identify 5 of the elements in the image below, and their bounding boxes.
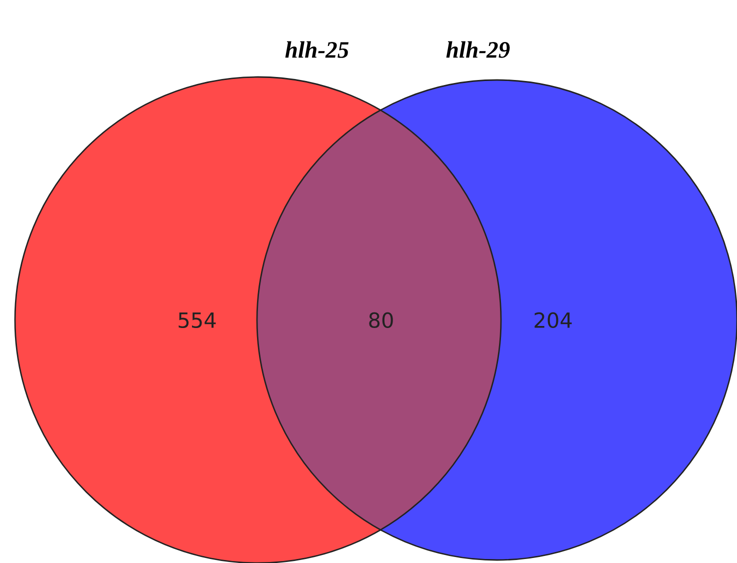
- category-label: hlh-25: [285, 41, 349, 58]
- data-label: 80: [369, 312, 393, 328]
- category-label: hlh-29: [446, 41, 510, 58]
- data-label: 204: [534, 312, 572, 328]
- data-label: 554: [178, 312, 216, 328]
